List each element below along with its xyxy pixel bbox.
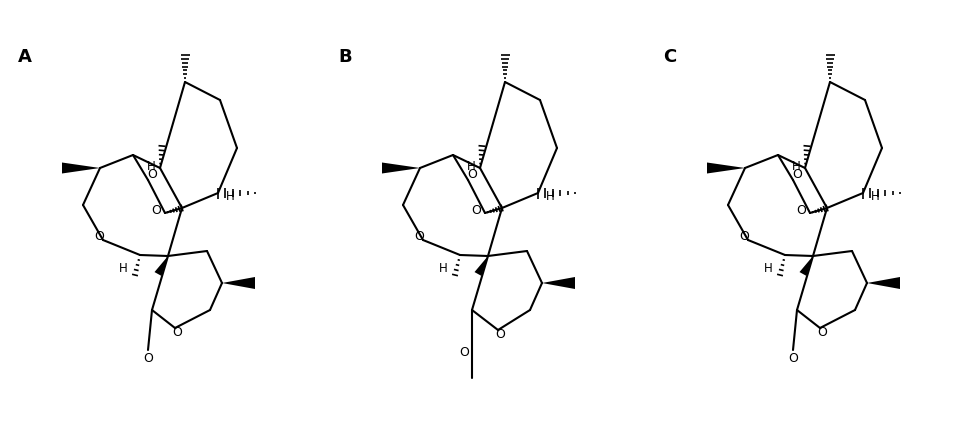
Text: O: O — [471, 204, 480, 217]
Text: O: O — [414, 231, 424, 243]
Text: O: O — [147, 168, 157, 181]
Text: H: H — [226, 190, 234, 204]
Polygon shape — [800, 256, 813, 276]
Text: H: H — [764, 262, 773, 276]
Text: H: H — [118, 262, 128, 276]
Text: O: O — [172, 326, 182, 338]
Polygon shape — [707, 162, 745, 173]
Polygon shape — [222, 277, 255, 289]
Text: O: O — [143, 351, 153, 365]
Text: O: O — [817, 326, 826, 338]
Text: O: O — [495, 327, 505, 340]
Text: H: H — [792, 159, 801, 173]
Text: O: O — [459, 346, 469, 360]
Text: O: O — [467, 168, 477, 181]
Polygon shape — [382, 162, 420, 173]
Text: O: O — [788, 351, 798, 365]
Text: A: A — [18, 48, 32, 66]
Text: O: O — [792, 168, 801, 181]
Polygon shape — [867, 277, 900, 289]
Polygon shape — [542, 277, 575, 289]
Text: O: O — [739, 231, 749, 243]
Text: B: B — [338, 48, 352, 66]
Text: C: C — [663, 48, 677, 66]
Polygon shape — [155, 256, 168, 276]
Text: H: H — [546, 190, 554, 204]
Text: O: O — [94, 231, 104, 243]
Polygon shape — [475, 256, 488, 276]
Text: O: O — [796, 204, 806, 217]
Polygon shape — [62, 162, 100, 173]
Text: H: H — [871, 190, 879, 204]
Text: O: O — [151, 204, 160, 217]
Text: H: H — [438, 262, 448, 276]
Text: H: H — [467, 159, 476, 173]
Text: H: H — [147, 159, 156, 173]
